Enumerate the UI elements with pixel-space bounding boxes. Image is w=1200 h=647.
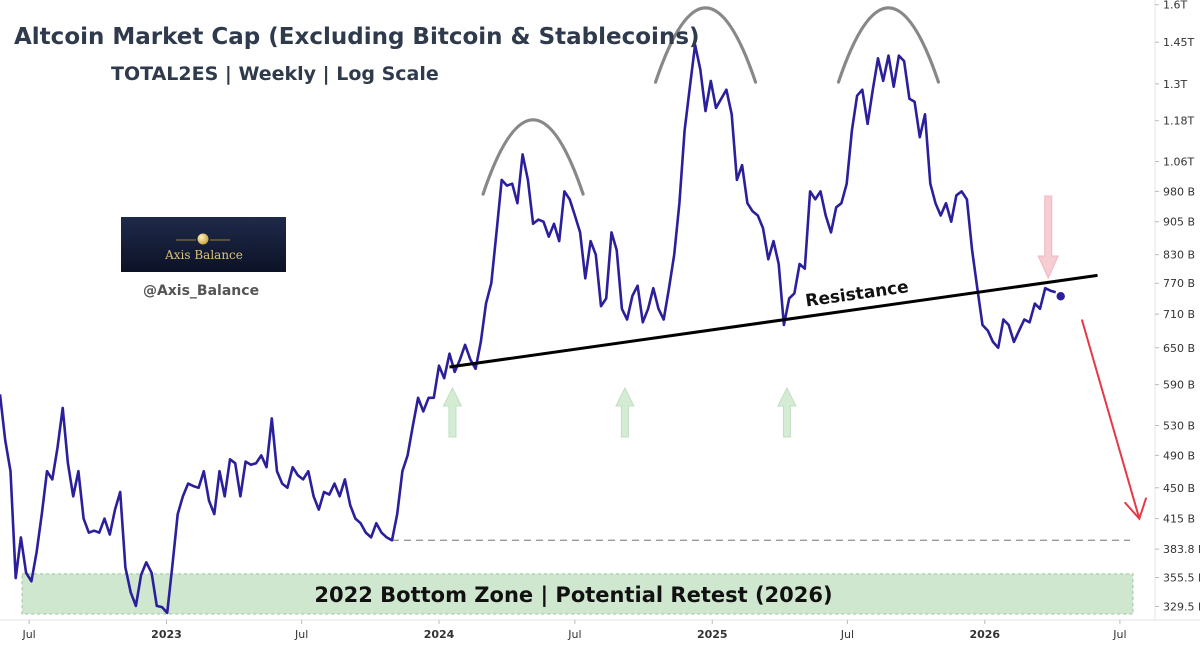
trend-arrow-head: [1123, 497, 1148, 521]
x-tick-label-5: 2025: [697, 628, 728, 641]
y-tick-label-10: 650 B: [1163, 342, 1195, 355]
peak-arcs: [481, 6, 941, 196]
last-price-dot: [1056, 292, 1065, 301]
support-up-arrow-1: [442, 386, 463, 438]
y-tick-label-7: 830 B: [1163, 249, 1195, 262]
x-tick-label-7: 2026: [969, 628, 1000, 641]
support-up-arrow-2: [615, 386, 635, 438]
pattern-arrows: [442, 195, 1060, 438]
y-tick-label-11: 590 B: [1163, 379, 1195, 392]
x-tick-label-1: 2023: [151, 628, 182, 641]
chart-subtitle: TOTAL2ES | Weekly | Log Scale: [111, 63, 439, 85]
author-handle: @Axis_Balance: [143, 283, 259, 299]
bottom-zone-label: 2022 Bottom Zone | Potential Retest (202…: [314, 583, 832, 608]
trend-down-arrow: [1080, 319, 1148, 521]
bottom-zone-band: [21, 573, 1134, 615]
trend-arrow-shaft: [1080, 319, 1141, 519]
y-tick-label-4: 1.06T: [1163, 156, 1194, 169]
y-tick-label-5: 980 B: [1163, 185, 1195, 198]
resistance-label: Resistance: [804, 277, 910, 311]
x-tick-label-4: Jul: [567, 628, 581, 641]
y-tick-label-6: 905 B: [1163, 216, 1195, 229]
y-tick-label-16: 383.8 B: [1163, 543, 1200, 556]
y-tick-label-13: 490 B: [1163, 449, 1195, 462]
y-tick-label-2: 1.3T: [1163, 78, 1187, 91]
x-tick-label-6: Jul: [840, 628, 854, 641]
y-tick-label-3: 1.18T: [1163, 115, 1194, 128]
coin-icon: [197, 233, 209, 245]
peak-arc-3: [836, 6, 941, 84]
support-up-arrow-3: [777, 386, 797, 438]
peak-arc-1: [481, 118, 585, 196]
x-tick-label-2: Jul: [294, 628, 308, 641]
resistance-trendline: [449, 273, 1098, 369]
chart-title: Altcoin Market Cap (Excluding Bitcoin & …: [14, 24, 700, 50]
x-tick-label-8: Jul: [1112, 628, 1126, 641]
y-tick-label-9: 710 B: [1163, 308, 1195, 321]
brand-logo: Axis Balance: [121, 217, 286, 272]
peak-arc-2: [653, 6, 758, 84]
series-line-total2es: [0, 43, 1057, 615]
y-tick-label-18: 329.5 B: [1163, 600, 1200, 613]
y-tick-label-12: 530 B: [1163, 419, 1195, 432]
x-axis: Jul 2023 Jul 2024 Jul 2025 Jul 2026 Jul: [21, 620, 1127, 641]
y-tick-label-1: 1.45T: [1163, 36, 1194, 49]
x-tick-label-3: 2024: [424, 628, 455, 641]
y-tick-label-14: 450 B: [1163, 482, 1195, 495]
rejection-down-arrow-1: [1037, 195, 1060, 280]
y-axis: 1.6T 1.45T 1.3T 1.18T 1.06T 980 B 905 B 830 B 77…: [1155, 0, 1200, 613]
y-tick-label-15: 415 B: [1163, 513, 1195, 526]
y-tick-label-8: 770 B: [1163, 277, 1195, 290]
y-tick-label-17: 355.5 B: [1163, 572, 1200, 585]
x-tick-label-0: Jul: [21, 628, 35, 641]
brand-name: Axis Balance: [164, 248, 243, 262]
y-tick-label-0: 1.6T: [1163, 0, 1187, 12]
